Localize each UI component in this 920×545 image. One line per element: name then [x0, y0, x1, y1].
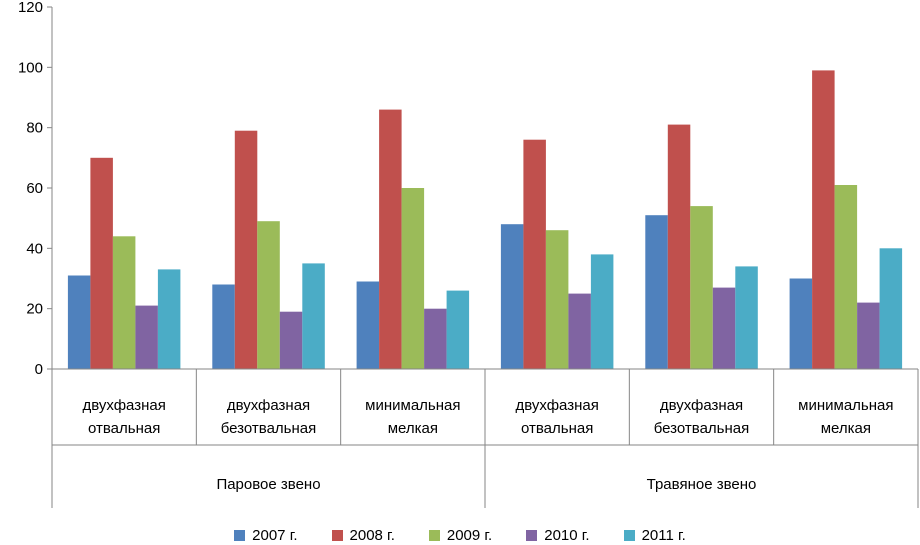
legend-label: 2008 г. — [349, 527, 395, 544]
category-label: отвальная — [521, 420, 593, 437]
legend-item: 2007 г. — [234, 527, 298, 544]
legend-swatch — [331, 530, 343, 541]
bar-2008-5 — [667, 124, 691, 369]
category-label: безотвальная — [654, 420, 750, 437]
category-label: минимальная — [365, 397, 460, 414]
bar-2007-4 — [500, 224, 524, 369]
category-label: двухфазная — [227, 397, 310, 414]
group-label: Паровое звено — [216, 476, 320, 493]
bar-2008-4 — [523, 139, 546, 369]
bar-2010-2 — [279, 311, 303, 369]
bar-2009-5 — [690, 206, 713, 369]
legend-item: 2008 г. — [331, 527, 395, 544]
category-label: минимальная — [798, 397, 893, 414]
y-tick-label: 0 — [35, 361, 43, 378]
bar-2009-1 — [112, 236, 136, 369]
legend-swatch — [623, 530, 635, 541]
legend-item: 2010 г. — [526, 527, 590, 544]
y-tick-label: 60 — [26, 180, 43, 197]
bar-2011-5 — [735, 266, 758, 369]
y-tick-label: 20 — [26, 301, 43, 318]
bar-2009-4 — [545, 230, 569, 369]
legend-swatch — [526, 530, 538, 541]
bar-2009-3 — [401, 188, 425, 369]
bar-2007-1 — [67, 275, 91, 369]
y-tick-label: 120 — [18, 0, 43, 16]
bar-2011-1 — [157, 269, 181, 369]
bar-2008-1 — [90, 157, 113, 369]
bar-2007-3 — [356, 281, 380, 369]
legend-label: 2010 г. — [544, 527, 590, 544]
bar-2010-5 — [712, 287, 736, 369]
legend-swatch — [428, 530, 440, 541]
bar-2007-6 — [789, 278, 813, 369]
bar-2008-3 — [379, 109, 402, 369]
bar-2011-4 — [590, 254, 614, 369]
bar-2010-3 — [424, 308, 447, 369]
legend-label: 2007 г. — [252, 527, 298, 544]
category-label: двухфазная — [660, 397, 743, 414]
legend-item: 2011 г. — [623, 527, 686, 544]
bar-2007-5 — [645, 215, 668, 369]
category-label: мелкая — [821, 420, 871, 437]
y-tick-label: 100 — [18, 59, 43, 76]
bar-2008-2 — [234, 130, 258, 369]
bar-2009-6 — [834, 185, 858, 369]
bar-2007-2 — [212, 284, 235, 369]
bar-2010-4 — [568, 293, 591, 369]
category-label: отвальная — [88, 420, 160, 437]
legend: 2007 г. 2008 г. 2009 г. 2010 г. 2011 г. — [0, 527, 920, 544]
legend-label: 2009 г. — [446, 527, 493, 544]
group-label: Травяное звено — [647, 476, 757, 493]
legend-swatch — [234, 530, 246, 541]
bar-2009-2 — [257, 221, 280, 369]
bar-2010-6 — [857, 302, 880, 369]
legend-item: 2009 г. — [428, 527, 493, 544]
bar-2011-3 — [446, 290, 470, 369]
category-label: двухфазная — [82, 397, 165, 414]
category-label: безотвальная — [221, 420, 317, 437]
category-label: двухфазная — [515, 397, 598, 414]
bar-2010-1 — [135, 305, 158, 369]
category-label: мелкая — [388, 420, 438, 437]
legend-label: 2011 г. — [641, 527, 686, 544]
bar-2008-6 — [812, 70, 835, 370]
bar-2011-2 — [302, 263, 325, 369]
y-tick-label: 40 — [26, 240, 43, 257]
bar-2011-6 — [879, 248, 903, 369]
y-tick-label: 80 — [26, 120, 43, 137]
